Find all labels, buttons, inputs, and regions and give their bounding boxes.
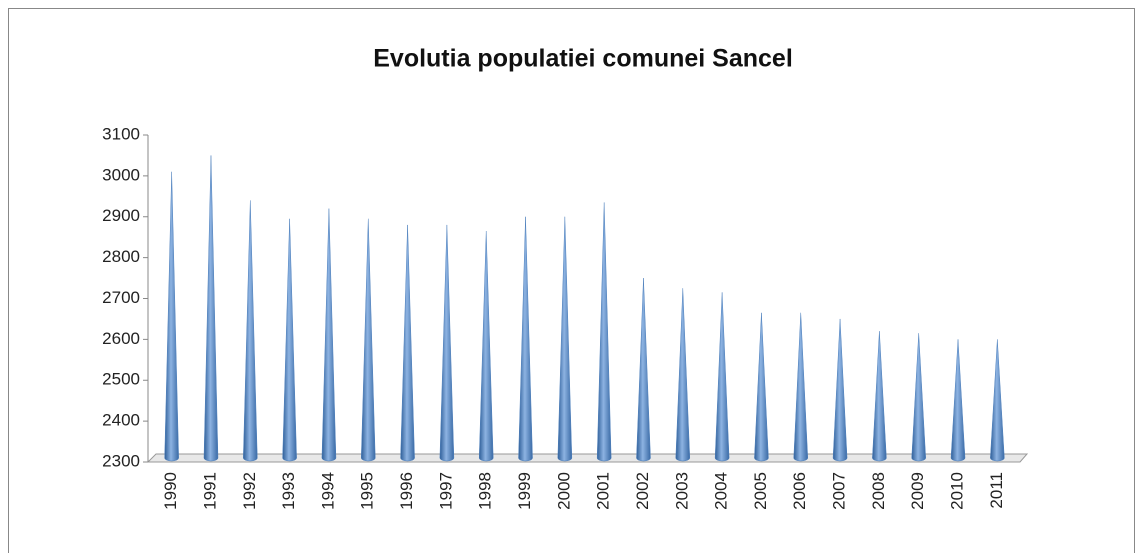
x-tick-label: 1992 bbox=[240, 472, 259, 510]
x-tick-label: 1996 bbox=[397, 472, 416, 510]
bar bbox=[243, 200, 258, 462]
bar bbox=[911, 333, 926, 462]
y-tick-label: 2300 bbox=[102, 451, 140, 470]
x-tick-label: 2010 bbox=[948, 472, 967, 510]
y-tick-label: 2600 bbox=[102, 329, 140, 348]
bar bbox=[714, 292, 730, 462]
floor bbox=[146, 453, 1029, 463]
bar bbox=[164, 171, 179, 462]
x-tick-label: 1997 bbox=[436, 472, 455, 510]
bar bbox=[557, 216, 573, 462]
bar bbox=[360, 218, 376, 462]
bar bbox=[675, 288, 691, 462]
x-tick-label: 2000 bbox=[554, 472, 573, 510]
x-tick-label: 2006 bbox=[790, 472, 809, 510]
y-tick-label: 2400 bbox=[102, 411, 140, 430]
y-tick-label: 2800 bbox=[102, 247, 140, 266]
y-tick-label: 3100 bbox=[102, 124, 140, 143]
bar bbox=[872, 331, 887, 462]
bar bbox=[203, 155, 219, 462]
y-tick-label: 2900 bbox=[102, 206, 140, 225]
x-tick-label: 2004 bbox=[712, 472, 731, 510]
x-tick-label: 1999 bbox=[515, 472, 534, 510]
bar bbox=[400, 224, 415, 462]
bar bbox=[478, 231, 494, 462]
y-tick-label: 2500 bbox=[102, 370, 140, 389]
bar bbox=[832, 318, 848, 462]
y-tick-label: 2700 bbox=[102, 288, 140, 307]
x-tick-label: 1998 bbox=[476, 472, 495, 510]
x-tick-label: 1991 bbox=[200, 472, 219, 510]
bar bbox=[793, 312, 809, 462]
chart-border bbox=[8, 8, 1135, 553]
bar bbox=[596, 202, 612, 462]
bar bbox=[439, 224, 455, 462]
bar bbox=[636, 278, 651, 462]
x-tick-label: 2007 bbox=[830, 472, 849, 510]
x-tick-label: 2009 bbox=[908, 472, 927, 510]
bar bbox=[950, 339, 966, 462]
x-tick-label: 1995 bbox=[358, 472, 377, 510]
bar bbox=[754, 312, 769, 462]
bar bbox=[990, 339, 1005, 462]
x-tick-label: 1993 bbox=[279, 472, 298, 510]
bar bbox=[321, 208, 337, 462]
x-tick-label: 2008 bbox=[869, 472, 888, 510]
chart-title: Evolutia populatiei comunei Sancel bbox=[373, 45, 793, 73]
x-tick-label: 2005 bbox=[751, 472, 770, 510]
x-tick-label: 2003 bbox=[672, 472, 691, 510]
x-tick-label: 2002 bbox=[633, 472, 652, 510]
y-tick-label: 3000 bbox=[102, 165, 140, 184]
x-tick-label: 2001 bbox=[594, 472, 613, 510]
x-tick-label: 1990 bbox=[161, 472, 180, 510]
x-tick-label: 1994 bbox=[318, 472, 337, 510]
x-tick-label: 2011 bbox=[987, 472, 1006, 509]
bar bbox=[518, 216, 533, 462]
bar bbox=[282, 218, 297, 462]
